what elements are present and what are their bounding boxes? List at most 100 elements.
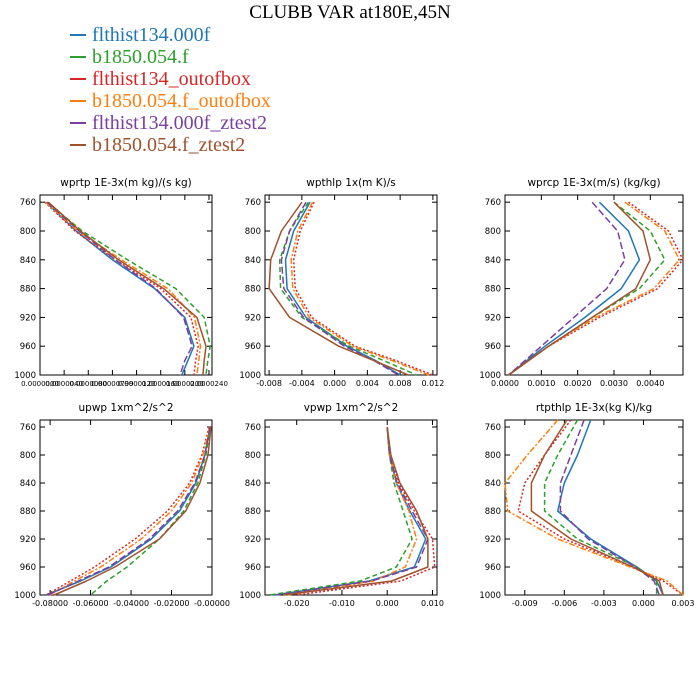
- y-tick-label: 840: [245, 479, 261, 489]
- x-tick-label: -0.02000: [154, 599, 190, 608]
- series-line: [559, 419, 661, 596]
- series-line: [290, 201, 430, 376]
- panel-title: rtpthlp 1E-3x(kg K)/kg: [536, 402, 652, 414]
- y-tick-label: 760: [20, 423, 36, 433]
- x-tick-label: 0.000: [376, 599, 399, 608]
- legend-item: flthist134.000f_ztest2: [70, 112, 271, 134]
- legend: flthist134.000f b1850.054.f flthist134_o…: [70, 24, 271, 156]
- x-tick-label: 0.0020: [564, 379, 592, 388]
- plot-frame: [264, 419, 438, 596]
- x-tick-label: 0.0000080: [69, 380, 107, 388]
- series-line: [287, 426, 418, 596]
- chart-panel: rtpthlp 1E-3x(kg K)/kg 760 800 840 880 920 960…: [479, 402, 694, 608]
- x-tick-label: -0.008: [256, 379, 282, 388]
- y-tick-label: 920: [245, 535, 261, 545]
- y-tick-label: 800: [485, 227, 501, 237]
- series-line: [517, 419, 684, 596]
- x-tick-label: -0.003: [591, 599, 617, 608]
- x-tick-label: 0.0000: [491, 379, 519, 388]
- chart-panel: vpwp 1xm^2/s^2 760 800 840 880 920 960 1000 -0.0…: [239, 402, 444, 608]
- x-tick-label: 0.010: [421, 599, 444, 608]
- figure-title: CLUBB VAR at180E,45N: [249, 2, 451, 23]
- x-tick-label: -0.010: [329, 599, 355, 608]
- series-line: [268, 201, 409, 376]
- series-line: [530, 419, 664, 596]
- x-tick-label: 0.0000160: [142, 380, 180, 388]
- x-tick-label: 0.0000120: [118, 380, 156, 388]
- y-tick-label: 960: [245, 563, 261, 573]
- x-tick-label: 0.0040: [636, 379, 664, 388]
- panel-title: wpthlp 1x(m K)/s: [306, 177, 396, 189]
- y-tick-label: 760: [20, 198, 36, 208]
- series-line: [44, 201, 199, 376]
- series-line: [508, 201, 652, 376]
- x-tick-label: -0.00000: [194, 599, 230, 608]
- legend-label: b1850.054.f: [92, 46, 189, 68]
- x-tick-label: 0.00000799: [91, 380, 133, 388]
- x-tick-label: -0.006: [551, 599, 577, 608]
- series-line: [508, 201, 681, 376]
- series-line: [47, 426, 211, 596]
- y-tick-label: 800: [245, 227, 261, 237]
- legend-item: flthist134_outofbox: [70, 68, 271, 90]
- y-tick-label: 840: [485, 256, 501, 266]
- y-tick-label: 760: [485, 198, 501, 208]
- y-tick-label: 1000: [239, 371, 261, 381]
- x-tick-label: 0.0030: [600, 379, 628, 388]
- x-tick-label: -0.06000: [73, 599, 109, 608]
- y-tick-label: 800: [20, 451, 36, 461]
- series-line: [504, 419, 684, 596]
- y-tick-label: 800: [485, 451, 501, 461]
- y-tick-label: 840: [20, 256, 36, 266]
- series-line: [273, 426, 427, 596]
- x-tick-label: 0.000: [323, 379, 346, 388]
- y-tick-label: 920: [485, 535, 501, 545]
- y-tick-label: 1000: [239, 591, 261, 601]
- chart-panel: wpthlp 1x(m K)/s7608008408809209601000-0…: [239, 177, 444, 388]
- x-tick-label: 0.003: [672, 599, 695, 608]
- x-tick-label: 0.012: [421, 379, 444, 388]
- legend-swatch: [70, 56, 86, 59]
- y-tick-label: 880: [245, 285, 261, 295]
- series-line: [283, 426, 429, 596]
- plot-frame: [264, 194, 438, 376]
- plot-frame: [39, 419, 213, 596]
- legend-swatch: [70, 144, 86, 147]
- series-line: [284, 201, 401, 376]
- y-tick-label: 920: [485, 313, 501, 323]
- x-tick-label: 0.0000200: [166, 380, 204, 388]
- series-line: [508, 201, 641, 376]
- x-tick-label: -0.020: [284, 599, 310, 608]
- y-tick-label: 880: [485, 285, 501, 295]
- plot-frame: [504, 194, 684, 376]
- x-tick-label: -0.04000: [113, 599, 149, 608]
- legend-item: b1850.054.f: [70, 46, 271, 68]
- y-tick-label: 960: [485, 342, 501, 352]
- series-line: [46, 201, 193, 376]
- x-tick-label: -0.009: [512, 599, 538, 608]
- y-tick-label: 880: [20, 285, 36, 295]
- legend-label: flthist134.000f: [92, 24, 211, 46]
- legend-label: b1850.054.f_ztest2: [92, 134, 246, 156]
- y-tick-label: 920: [20, 535, 36, 545]
- y-tick-label: 840: [20, 479, 36, 489]
- legend-item: b1850.054.f_ztest2: [70, 134, 271, 156]
- y-tick-label: 760: [245, 198, 261, 208]
- panel-title: wprtp 1E-3x(m kg)/(s kg): [60, 177, 191, 189]
- series-line: [508, 201, 684, 376]
- y-tick-label: 880: [485, 507, 501, 517]
- y-tick-label: 920: [245, 313, 261, 323]
- series-line: [49, 426, 211, 596]
- series-line: [508, 201, 666, 376]
- series-line: [278, 201, 417, 376]
- y-tick-label: 800: [245, 451, 261, 461]
- y-tick-label: 1000: [479, 371, 501, 381]
- legend-label: flthist134_outofbox: [92, 68, 251, 90]
- chart-panel: upwp 1xm^2/s^27608008408809209601000-0.0…: [14, 402, 230, 608]
- chart-panel: wprtp 1E-3x(m kg)/(s kg) 760 800 840 880 920 9…: [14, 177, 228, 388]
- chart-panel: wprcp 1E-3x(m/s) (kg/kg) 760 800 840 880 920 9…: [479, 177, 684, 388]
- series-line: [45, 426, 210, 596]
- series-line: [276, 426, 429, 596]
- plot-frame: [39, 194, 213, 376]
